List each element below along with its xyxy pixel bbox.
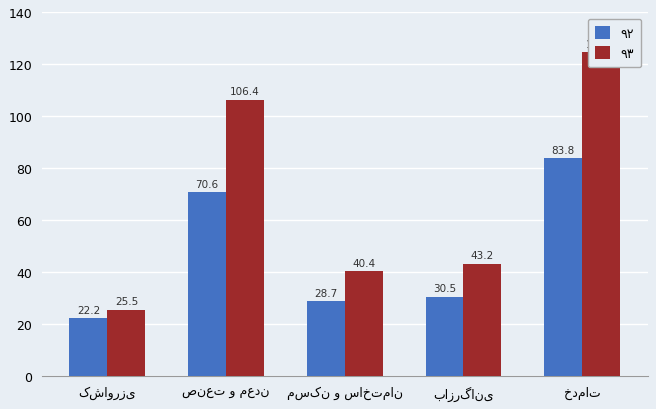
Bar [544, 159, 582, 376]
Bar [108, 310, 146, 376]
Text: 40.4: 40.4 [352, 258, 375, 268]
Bar [226, 100, 264, 376]
Text: 83.8: 83.8 [552, 146, 575, 156]
Bar [582, 53, 620, 376]
Text: 28.7: 28.7 [314, 288, 337, 299]
Bar [188, 193, 226, 376]
Text: 43.2: 43.2 [471, 251, 494, 261]
Text: 22.2: 22.2 [77, 305, 100, 315]
Bar [307, 301, 345, 376]
Legend: ۹۲, ۹۳: ۹۲, ۹۳ [588, 20, 642, 68]
Text: 25.5: 25.5 [115, 297, 138, 307]
Bar [426, 297, 464, 376]
Bar [345, 271, 382, 376]
Text: 106.4: 106.4 [230, 87, 260, 97]
Text: 70.6: 70.6 [195, 180, 218, 190]
Bar [70, 318, 108, 376]
Text: 30.5: 30.5 [433, 284, 456, 294]
Text: 124.8: 124.8 [586, 40, 616, 49]
Bar [464, 264, 501, 376]
